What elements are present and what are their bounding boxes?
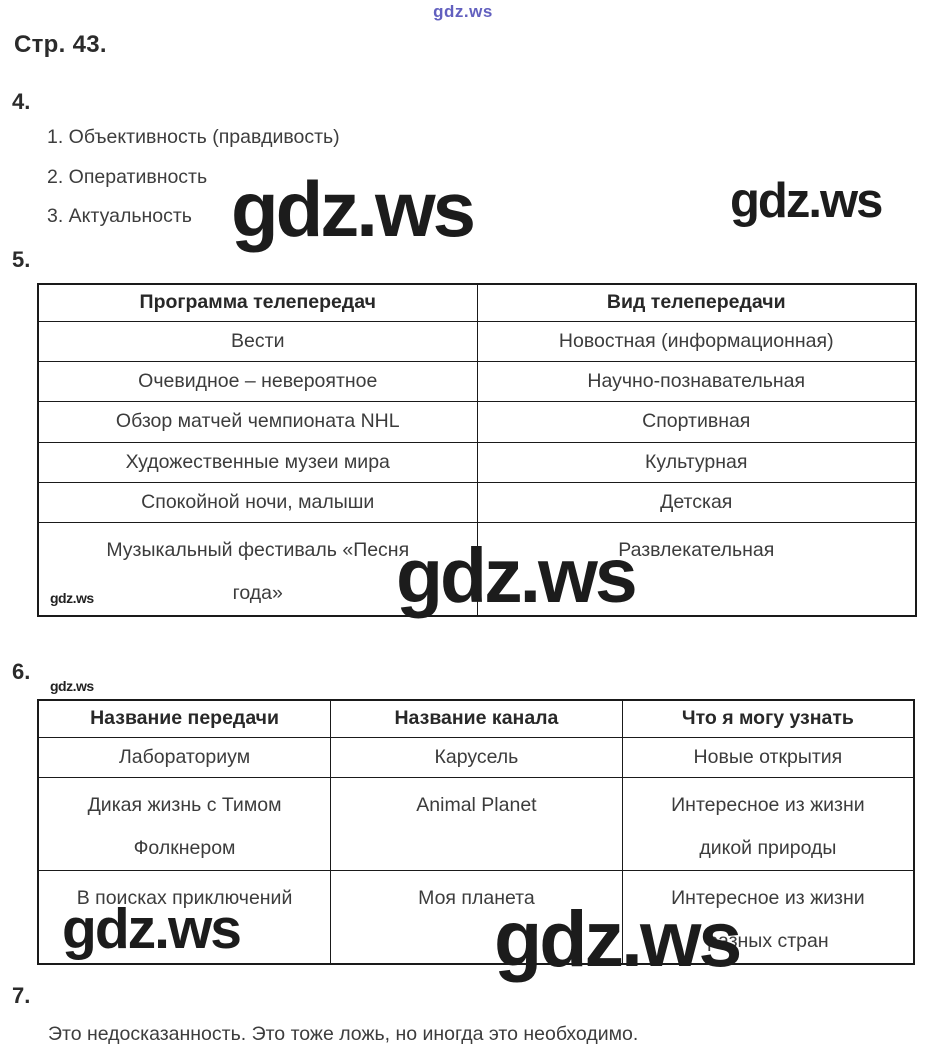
table-cell: Карусель [330,736,623,778]
table-cell: Культурная [476,441,917,483]
table-cell: Новостная (информационная) [476,320,917,362]
table-cell: Детская [476,481,917,523]
table-cell: Интересное из жизни дикой природы [621,776,915,871]
table-header-row: Название передачи Название канала Что я … [37,699,915,738]
table-cell: Развлекательная [476,521,917,616]
table-cell: Вести [37,320,478,362]
section-4-list: 1. Объективность (правдивость) 2. Операт… [47,126,340,245]
column-header: Название канала [330,699,623,738]
table-cell: Очевидное – невероятное [37,360,478,402]
section-7-text: Это недосказанность. Это тоже ложь, но и… [48,1023,639,1045]
site-watermark-top: gdz.ws [433,2,493,21]
table-row: В поисках приключений Моя планета Интере… [37,869,915,964]
list-item: 2. Оперативность [47,165,208,188]
table-row: Музыкальный фестиваль «Песня года» Развл… [37,521,917,616]
section-6-number: 6. [12,659,31,684]
site-watermark-small: gdz.ws [50,590,94,606]
column-header: Название передачи [37,699,332,738]
site-watermark-bottom-left: gdz.ws [62,897,242,961]
table-cell: Новые открытия [621,736,915,778]
my-programs-table: Название передачи Название канала Что я … [37,699,915,965]
section-7-number: 7. [12,983,31,1008]
column-header: Что я могу узнать [621,699,915,738]
table-cell: Музыкальный фестиваль «Песня года» [37,521,478,616]
table-row: Дикая жизнь с Тимом Фолкнером Animal Pla… [37,776,915,871]
tv-programs-table: Программа телепередач Вид телепередачи В… [37,283,917,617]
table-row: Очевидное – невероятное Научно-познавате… [37,360,917,402]
table-cell: Animal Planet [330,776,623,871]
table-row: Вести Новостная (информационная) [37,320,917,362]
site-watermark-table5: gdz.ws [396,533,638,619]
table-cell: Обзор матчей чемпионата NHL [37,400,478,443]
column-header: Программа телепередач [37,283,478,322]
table-row: Обзор матчей чемпионата NHL Спортивная [37,400,917,443]
table-cell: Художественные музеи мира [37,441,478,483]
table-row: Спокойной ночи, малыши Детская [37,481,917,523]
site-watermark-right: gdz.ws [730,174,883,228]
table-cell: Спортивная [476,400,917,443]
site-watermark-large: gdz.ws [231,165,476,253]
list-item: 1. Объективность (правдивость) [47,126,340,148]
table-cell: Моя планета [330,869,623,964]
column-header: Вид телепередачи [476,283,917,322]
site-watermark-bottom-center: gdz.ws [494,894,742,983]
table-cell: Научно-познавательная [476,360,917,402]
table-cell: В поисках приключений [37,869,332,964]
section-4-number: 4. [12,89,31,114]
site-watermark-small: gdz.ws [50,678,94,694]
table-header-row: Программа телепередач Вид телепередачи [37,283,917,322]
table-cell: Лабораториум [37,736,332,778]
table-cell: Спокойной ночи, малыши [37,481,478,523]
table-row: Лабораториум Карусель Новые открытия [37,736,915,778]
section-5-number: 5. [12,247,31,272]
page-title: Стр. 43. [14,31,107,58]
table-row: Художественные музеи мира Культурная [37,441,917,483]
list-item: 3. Актуальность [47,205,192,227]
table-cell: Дикая жизнь с Тимом Фолкнером [37,776,332,871]
table-cell: Интересное из жизни разных стран [621,869,915,964]
